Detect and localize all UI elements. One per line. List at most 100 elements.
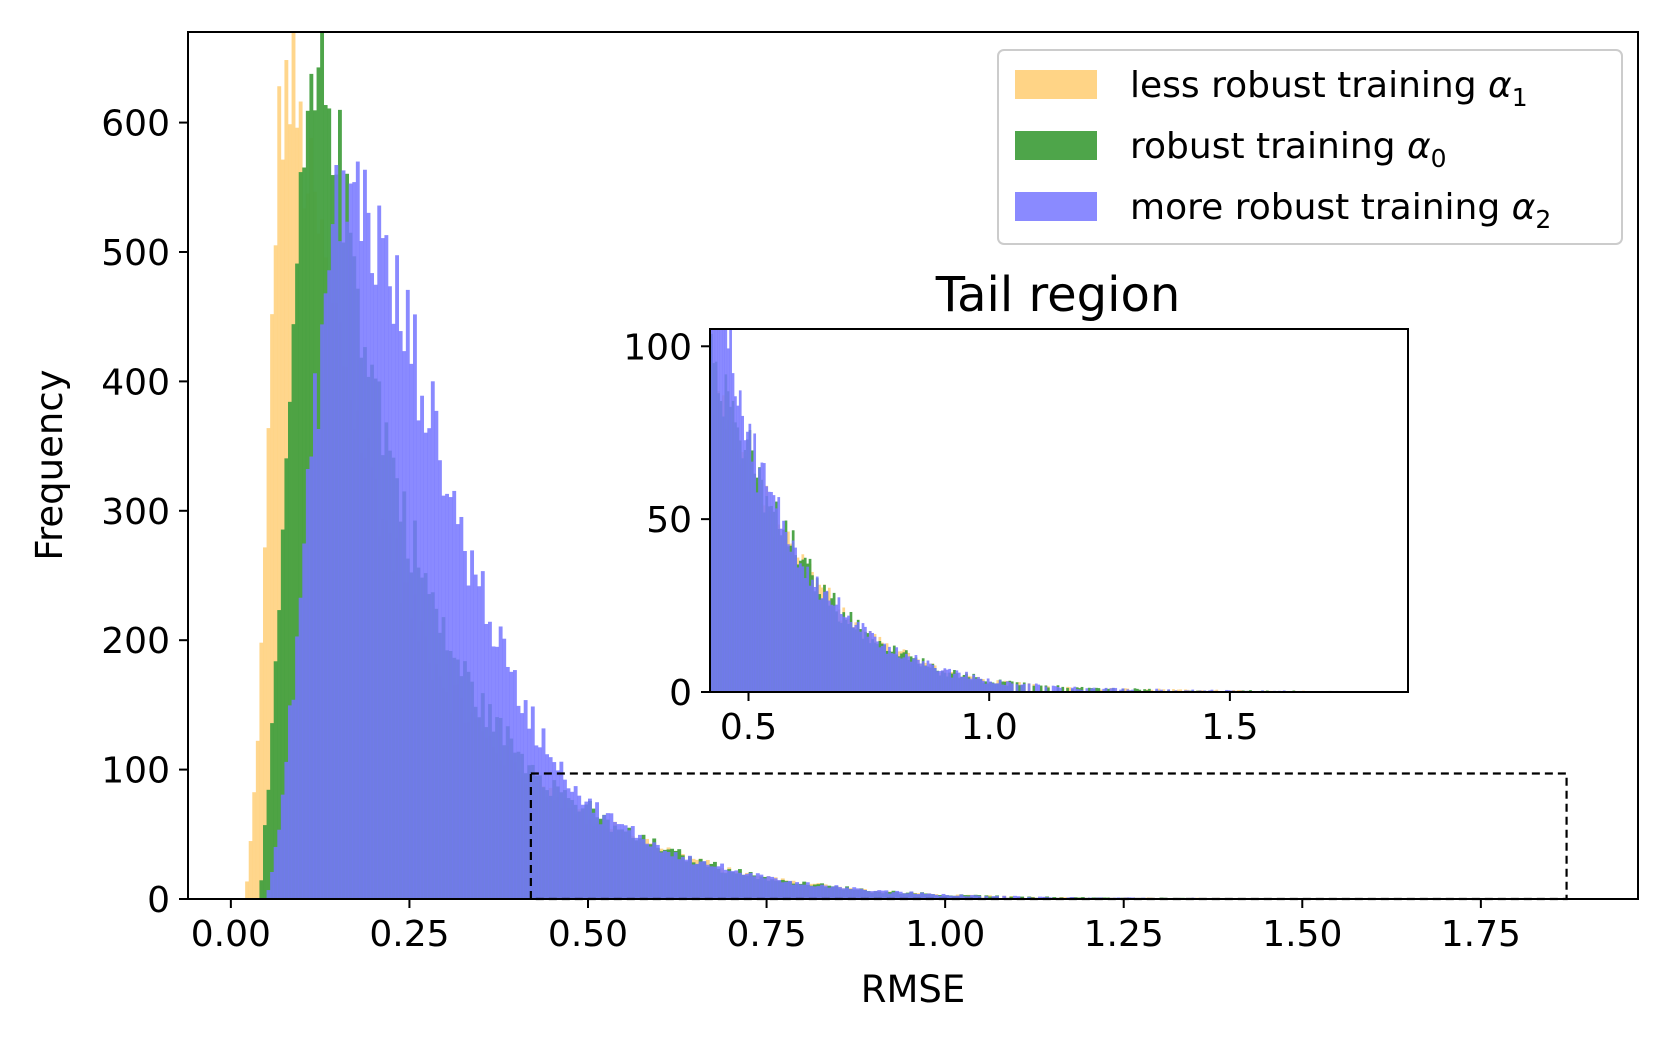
inset-bar <box>955 670 959 692</box>
y-tick-label: 600 <box>101 104 170 145</box>
inset-bar <box>1210 689 1214 692</box>
main-bar <box>813 886 817 899</box>
inset-x-axis: 0.5 1.0 1.5 <box>720 692 1259 748</box>
inset-bar <box>1157 688 1161 692</box>
inset-bar <box>1001 684 1004 692</box>
inset-bar <box>1034 683 1038 692</box>
main-bar <box>334 165 339 899</box>
inset-bar <box>890 653 894 692</box>
inset-bar <box>909 661 913 692</box>
main-bar <box>973 895 978 899</box>
legend-item: more robust training α2 <box>1015 187 1551 234</box>
main-bar <box>330 224 335 899</box>
main-bar <box>638 834 642 899</box>
main-bar <box>884 890 889 899</box>
inset-bar <box>991 683 995 692</box>
inset-plot-bars <box>710 329 1385 692</box>
inset-bar <box>1054 686 1057 692</box>
main-bar <box>509 671 514 899</box>
inset-bar <box>1085 688 1089 692</box>
inset-bar <box>1107 688 1110 692</box>
inset-bar <box>1176 689 1180 692</box>
main-bar <box>948 895 953 899</box>
inset-bar <box>837 597 841 692</box>
main-bar <box>520 713 525 899</box>
main-bar <box>573 786 578 899</box>
inset-bar <box>1109 688 1113 692</box>
main-bar <box>398 331 403 899</box>
main-bar <box>313 373 317 899</box>
main-bar <box>527 728 532 899</box>
main-bar <box>627 830 632 899</box>
inset-bar <box>726 348 730 692</box>
main-bar <box>484 623 489 899</box>
main-bar <box>827 887 832 899</box>
main-bar <box>613 821 617 899</box>
main-bar <box>780 882 785 899</box>
y-axis-label: Frequency <box>28 369 71 560</box>
legend-swatch <box>1015 131 1097 160</box>
main-bar <box>777 880 782 899</box>
inset-bar <box>998 679 1002 692</box>
main-bar <box>855 888 860 899</box>
inset-bar <box>1138 689 1142 692</box>
main-bar <box>545 754 550 899</box>
main-bar <box>880 890 885 899</box>
main-bar <box>695 863 700 899</box>
inset-bar <box>919 663 923 692</box>
inset-bar <box>1003 684 1007 692</box>
main-bar <box>820 884 825 899</box>
inset-bar <box>876 641 879 692</box>
main-bar <box>816 886 821 899</box>
main-bar <box>273 661 278 899</box>
main-bar <box>895 890 900 899</box>
x-tick-label: 0.00 <box>191 914 271 955</box>
inset-bar <box>849 621 853 692</box>
legend-items: less robust training α1 robust training α… <box>1015 65 1551 234</box>
main-bar <box>684 859 689 899</box>
inset-bar <box>750 461 754 692</box>
main-bar <box>955 895 960 899</box>
inset-bar <box>794 547 797 692</box>
main-bar <box>755 873 760 899</box>
main-bar <box>605 813 610 899</box>
main-bar <box>373 284 378 899</box>
main-bar <box>480 571 485 899</box>
inset-bar <box>1119 689 1122 692</box>
main-bar <box>598 824 603 899</box>
inset-bar <box>904 653 908 692</box>
inset-bar <box>924 665 927 692</box>
inset-bar <box>1215 689 1219 692</box>
inset-bar <box>950 677 954 692</box>
main-bar <box>563 779 567 899</box>
inset-bar <box>724 329 728 692</box>
inset-bar <box>731 373 735 692</box>
main-bar <box>377 205 382 899</box>
legend-label: less robust training α1 <box>1130 65 1528 112</box>
main-bar <box>784 881 789 899</box>
main-bar <box>423 432 428 899</box>
inset-bar <box>1046 687 1050 692</box>
inset-bar <box>1121 688 1125 692</box>
main-bar <box>823 885 828 899</box>
main-bar <box>902 893 907 899</box>
main-bar <box>609 813 614 899</box>
main-bar <box>338 241 342 899</box>
inset-bar <box>943 668 947 692</box>
inset-bar <box>1111 687 1115 692</box>
main-bar <box>541 728 546 899</box>
main-bar <box>873 890 878 899</box>
inset-bar <box>789 551 793 692</box>
inset-bar <box>729 329 732 692</box>
inset-bar <box>772 495 776 692</box>
main-bar <box>245 881 250 899</box>
inset-bar <box>1172 689 1175 692</box>
inset-bar <box>1092 687 1096 692</box>
legend-item: robust training α0 <box>1015 126 1447 173</box>
inset-bar <box>1126 689 1130 692</box>
legend-label: robust training α0 <box>1130 126 1447 173</box>
inset-bar <box>717 329 720 692</box>
inset-bar <box>1143 689 1146 692</box>
main-bar <box>534 745 539 899</box>
inset-x-tick-label: 1.0 <box>961 707 1018 748</box>
